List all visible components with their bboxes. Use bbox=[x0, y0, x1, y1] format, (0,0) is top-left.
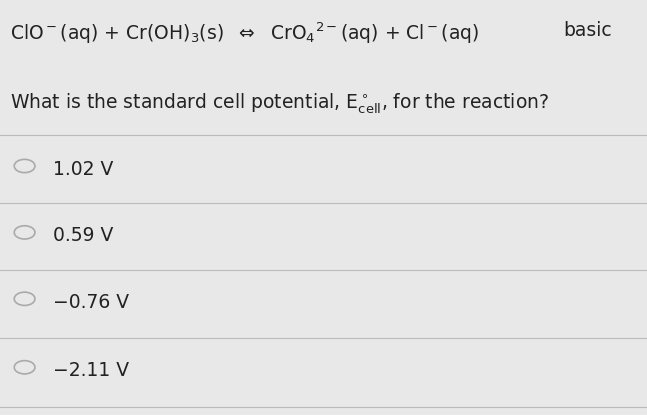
Text: 1.02 V: 1.02 V bbox=[53, 160, 113, 179]
Text: −2.11 V: −2.11 V bbox=[53, 361, 129, 380]
Text: basic: basic bbox=[563, 21, 611, 40]
Text: What is the standard cell potential, E$^\circ_{\rm cell}$, for the reaction?: What is the standard cell potential, E$^… bbox=[10, 91, 549, 116]
Text: −0.76 V: −0.76 V bbox=[53, 293, 129, 312]
Text: 0.59 V: 0.59 V bbox=[53, 226, 113, 245]
Text: ClO$^-$(aq) + Cr(OH)$_3$(s)  $\Leftrightarrow$  CrO$_4$$^{2-}$(aq) + Cl$^-$(aq): ClO$^-$(aq) + Cr(OH)$_3$(s) $\Leftrighta… bbox=[10, 21, 479, 46]
